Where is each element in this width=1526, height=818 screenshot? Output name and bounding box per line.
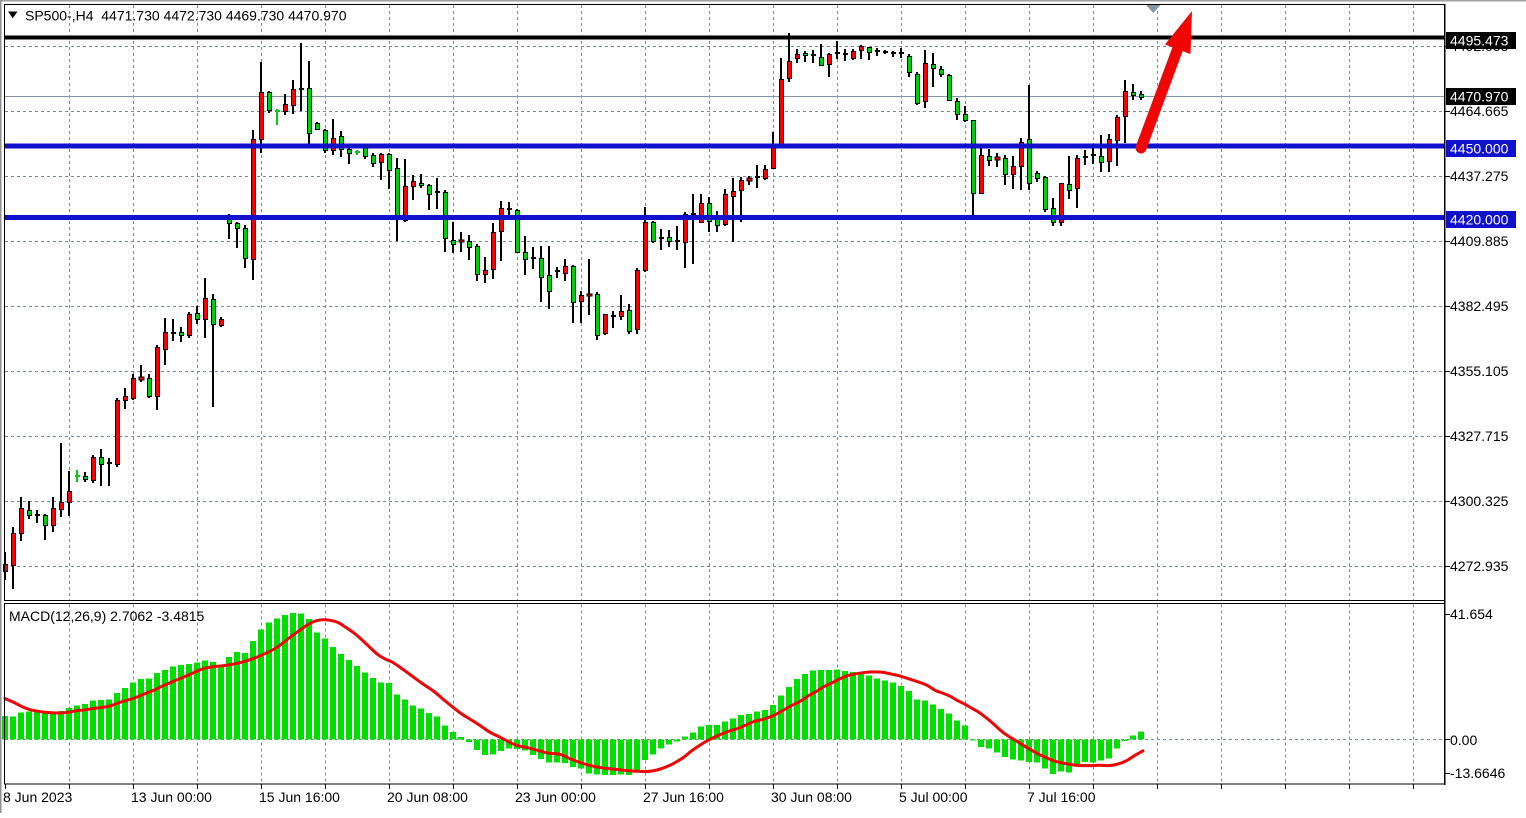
svg-text:4450.000: 4450.000	[1450, 141, 1509, 157]
svg-text:8 Jun 2023: 8 Jun 2023	[3, 789, 72, 805]
svg-text:30 Jun 08:00: 30 Jun 08:00	[771, 789, 852, 805]
svg-text:4420.000: 4420.000	[1450, 212, 1509, 228]
svg-text:15 Jun 16:00: 15 Jun 16:00	[259, 789, 340, 805]
svg-text:4355.105: 4355.105	[1450, 363, 1509, 379]
svg-text:23 Jun 00:00: 23 Jun 00:00	[515, 789, 596, 805]
svg-text:4437.275: 4437.275	[1450, 168, 1509, 184]
svg-text:4327.715: 4327.715	[1450, 428, 1509, 444]
svg-text:13 Jun 00:00: 13 Jun 00:00	[131, 789, 212, 805]
svg-text:7 Jul 16:00: 7 Jul 16:00	[1027, 789, 1096, 805]
svg-text:20 Jun 08:00: 20 Jun 08:00	[387, 789, 468, 805]
svg-text:4470.970: 4470.970	[1450, 89, 1509, 105]
svg-text:4409.885: 4409.885	[1450, 233, 1509, 249]
svg-text:4495.473: 4495.473	[1450, 33, 1509, 49]
svg-text:5 Jul 00:00: 5 Jul 00:00	[899, 789, 968, 805]
svg-text:4382.495: 4382.495	[1450, 298, 1509, 314]
svg-text:-13.6646: -13.6646	[1450, 765, 1505, 781]
svg-text:MACD(12,26,9) 2.7062 -3.4815: MACD(12,26,9) 2.7062 -3.4815	[9, 608, 205, 624]
svg-text:SP500-,H4 4471.730 4472.730 4: SP500-,H4 4471.730 4472.730 4469.730 447…	[25, 8, 347, 24]
svg-text:0.00: 0.00	[1450, 732, 1477, 748]
svg-text:4272.935: 4272.935	[1450, 558, 1509, 574]
svg-text:27 Jun 16:00: 27 Jun 16:00	[643, 789, 724, 805]
svg-text:4300.325: 4300.325	[1450, 493, 1509, 509]
svg-text:4464.665: 4464.665	[1450, 103, 1509, 119]
svg-text:41.654: 41.654	[1450, 606, 1493, 622]
